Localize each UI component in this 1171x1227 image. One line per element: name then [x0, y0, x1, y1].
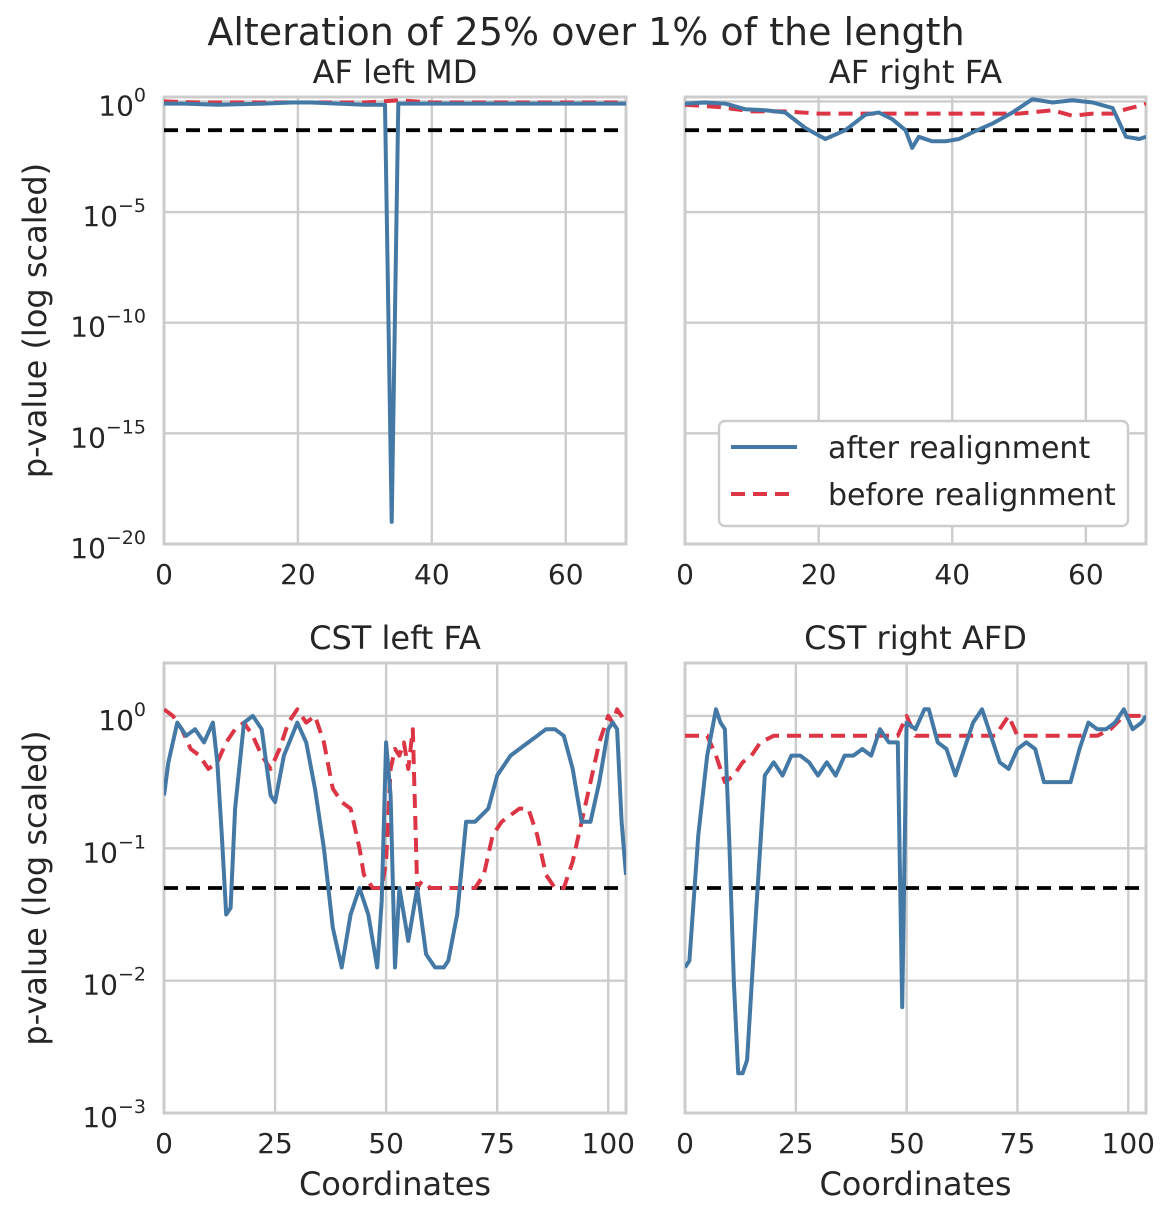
y-axis-label: p-value (log scaled): [16, 163, 54, 478]
series-line-after-realignment: [685, 707, 1146, 1076]
x-axis-label: Coordinates: [299, 1165, 491, 1203]
chart-panel-2: AF right FA 0 20 40 60 after realignment befor…: [676, 53, 1148, 591]
x-tick-label: 100: [582, 1127, 635, 1160]
y-tick-label: 10−20: [70, 527, 146, 565]
legend-label-after: after realignment: [828, 431, 1090, 466]
plot-area: [685, 97, 1146, 150]
x-axis-label: Coordinates: [819, 1165, 1011, 1203]
series-line-before-realignment: [164, 707, 626, 890]
x-tick-label: 20: [801, 558, 837, 591]
x-tick-label: 75: [1000, 1127, 1036, 1160]
plot-area: [164, 707, 626, 970]
plot-area: [685, 707, 1146, 1076]
series-line-before-realignment: [685, 713, 1146, 785]
panel-title: CST left FA: [309, 619, 481, 657]
y-tick-label: 10−10: [70, 306, 146, 344]
x-tick-label: 0: [155, 558, 173, 591]
x-tick-label: 50: [368, 1127, 404, 1160]
x-tick-label: 60: [548, 558, 584, 591]
plot-frame: [162, 95, 628, 546]
panel-title: AF right FA: [829, 53, 1002, 91]
chart-panel-3: CST left FA 0 25 50 75 100 100 10−1 10−2 10−3 p-va…: [16, 619, 635, 1203]
y-axis-label: p-value (log scaled): [16, 730, 54, 1045]
chart-panel-4: CST right AFD 0 25 50 75 100 Coordinates: [676, 619, 1155, 1203]
x-tick-label: 40: [934, 558, 970, 591]
series-line-after-realignment: [164, 100, 626, 524]
panel-title: AF left MD: [313, 53, 478, 91]
y-tick-label: 10−1: [82, 831, 146, 869]
legend-box: [717, 419, 1130, 528]
series-line-after-realignment: [685, 97, 1146, 150]
plot-frame: [683, 95, 1148, 546]
y-tick-label: 10−15: [70, 416, 146, 454]
y-tick-label: 100: [98, 699, 146, 737]
x-tick-label: 50: [889, 1127, 925, 1160]
x-tick-label: 25: [257, 1127, 293, 1160]
legend-label-before: before realignment: [828, 478, 1116, 513]
x-tick-label: 0: [676, 558, 694, 591]
y-tick-label: 10−5: [82, 195, 146, 233]
series-line-after-realignment: [164, 713, 626, 970]
plot-area: [164, 98, 626, 524]
x-tick-label: 0: [155, 1127, 173, 1160]
chart-panel-1: AF left MD 0 20 40 60 100 10−5 10−10 10−15 10−20 p…: [16, 53, 628, 591]
x-tick-label: 75: [479, 1127, 515, 1160]
panel-title: CST right AFD: [804, 619, 1027, 657]
x-tick-label: 60: [1068, 558, 1104, 591]
y-tick-label: 10−3: [82, 1096, 146, 1134]
legend: after realignment before realignment: [717, 419, 1130, 528]
x-tick-label: 100: [1102, 1127, 1155, 1160]
figure-title: Alteration of 25% over 1% of the length: [207, 10, 964, 54]
x-tick-label: 25: [778, 1127, 814, 1160]
x-tick-label: 20: [280, 558, 316, 591]
y-tick-label: 10−2: [82, 964, 146, 1002]
y-tick-label: 100: [98, 84, 146, 122]
x-tick-label: 0: [676, 1127, 694, 1160]
x-tick-label: 40: [414, 558, 450, 591]
